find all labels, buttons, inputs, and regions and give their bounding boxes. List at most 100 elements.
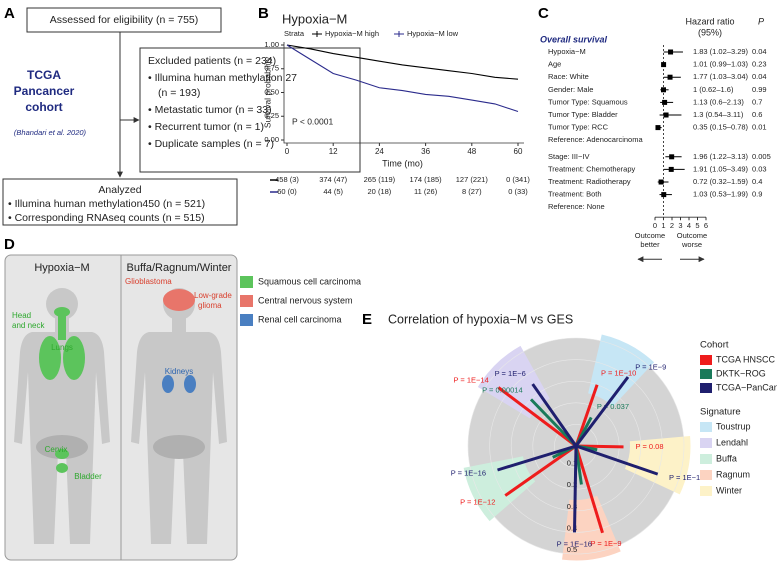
box-text: Assessed for eligibility (n = 755) bbox=[50, 14, 199, 26]
legend-swatch bbox=[700, 470, 712, 480]
x-tick-label: 48 bbox=[467, 147, 476, 156]
correlation-bar bbox=[575, 444, 659, 476]
p-label: P = 1E−16 bbox=[451, 468, 486, 477]
p-value: 0.01 bbox=[752, 123, 767, 132]
column-header: (95%) bbox=[698, 27, 722, 37]
correlation-bar bbox=[574, 384, 599, 447]
x-tick-label: 60 bbox=[514, 147, 523, 156]
anatomy-title: Buffa/Ragnum/Winter bbox=[127, 262, 232, 274]
legend-swatch bbox=[240, 314, 253, 326]
x-tick-label: 0 bbox=[653, 221, 657, 230]
row-label: Hypoxia−M bbox=[548, 47, 586, 56]
correlation-bar bbox=[497, 386, 577, 448]
legend-label: Squamous cell carcinoma bbox=[258, 276, 361, 286]
correlation-bar bbox=[497, 444, 577, 472]
legend-swatch bbox=[240, 276, 253, 288]
legend-label: Renal cell carcinoma bbox=[258, 314, 342, 324]
hr-point bbox=[655, 125, 661, 131]
organ bbox=[54, 307, 70, 317]
hr-label: 1.3 (0.54–3.11) bbox=[693, 110, 744, 119]
correlation-bar bbox=[574, 376, 630, 447]
radial-tick-label: 0.1 bbox=[567, 459, 577, 468]
note: worse bbox=[681, 240, 702, 249]
survival-curve bbox=[286, 44, 519, 80]
citation: (Bhandari et al. 2020) bbox=[14, 128, 87, 137]
note: better bbox=[640, 240, 660, 249]
box bbox=[139, 47, 361, 173]
legend-swatch bbox=[700, 454, 712, 464]
column-header: Hazard ratio bbox=[685, 16, 734, 26]
hr-point bbox=[661, 62, 667, 68]
box bbox=[26, 7, 222, 33]
signature-sector bbox=[562, 495, 621, 561]
row-label: Age bbox=[548, 60, 561, 69]
row-label: Reference: Adenocarcinoma bbox=[548, 135, 643, 144]
x-axis-label: Time (mo) bbox=[382, 158, 423, 168]
y-tick-label: 0.25 bbox=[264, 111, 279, 120]
organ bbox=[58, 316, 66, 340]
legend-label: Buffa bbox=[716, 453, 737, 463]
row-label: Race: White bbox=[548, 72, 589, 81]
box-text: • Illumina human methylation450 (n = 521… bbox=[8, 198, 205, 210]
y-axis-label: Survival probability bbox=[262, 56, 272, 128]
signature-sector bbox=[463, 456, 536, 522]
box-text: • Duplicate samples (n = 7) bbox=[148, 138, 274, 150]
hr-point bbox=[667, 74, 673, 80]
organ bbox=[162, 375, 174, 393]
cohort-label: Pancancer bbox=[14, 84, 75, 98]
risk-count: 174 (185) bbox=[410, 175, 443, 184]
organ-label: Head bbox=[12, 311, 31, 320]
risk-count: 8 (27) bbox=[462, 187, 482, 196]
box-text: • Corresponding RNAseq counts (n = 515) bbox=[8, 212, 205, 224]
p-value: 0.005 bbox=[752, 152, 771, 161]
p-label: P = 0.037 bbox=[597, 402, 629, 411]
hr-label: 0.35 (0.15–0.78) bbox=[693, 123, 749, 132]
hr-point bbox=[658, 179, 664, 185]
box-title: Excluded patients (n = 234) bbox=[148, 55, 276, 67]
legend-swatch bbox=[700, 355, 712, 365]
p-value: 0.04 bbox=[752, 72, 767, 81]
x-tick-label: 6 bbox=[704, 221, 708, 230]
annotation: P < 0.0001 bbox=[292, 116, 333, 126]
p-value: 0.03 bbox=[752, 164, 767, 173]
correlation-bar bbox=[574, 445, 604, 534]
legend-label: Hypoxia−M high bbox=[325, 29, 379, 38]
risk-count: 0 (341) bbox=[506, 175, 530, 184]
legend-label: Central nervous system bbox=[258, 295, 353, 305]
signature-sector bbox=[624, 436, 691, 495]
radial-tick-label: 0.3 bbox=[567, 502, 577, 511]
legend-title: Signature bbox=[700, 407, 741, 418]
chart-title: Hypoxia−M bbox=[282, 11, 347, 26]
hr-label: 1.91 (1.05–3.49) bbox=[693, 164, 749, 173]
organ-label: Lungs bbox=[51, 343, 73, 352]
hr-label: 1.01 (0.99–1.03) bbox=[693, 60, 749, 69]
p-label: P = 1E−16 bbox=[557, 539, 592, 548]
risk-count: 265 (119) bbox=[364, 175, 396, 184]
note: Outcome bbox=[677, 231, 707, 240]
row-label: Treatment: Both bbox=[548, 190, 602, 199]
radial-tick-label: 0.2 bbox=[567, 480, 577, 489]
p-label: P = 1E−16 bbox=[669, 473, 704, 482]
p-label: P = 1E−10 bbox=[601, 368, 636, 377]
anatomy: Hypoxia−M Buffa/Ragnum/Winter Head and n… bbox=[4, 254, 238, 561]
p-value: 0.23 bbox=[752, 60, 767, 69]
y-tick-label: 1.00 bbox=[264, 40, 279, 49]
risk-count: 0 (33) bbox=[508, 187, 528, 196]
x-tick-label: 12 bbox=[329, 147, 338, 156]
p-label: P = 1E−6 bbox=[495, 369, 526, 378]
hr-label: 1 (0.62–1.6) bbox=[693, 85, 734, 94]
row-label: Gender: Male bbox=[548, 85, 593, 94]
organ-label: Kidneys bbox=[165, 367, 193, 376]
survival-curve bbox=[286, 44, 519, 113]
row-label: Stage: III−IV bbox=[548, 152, 589, 161]
x-tick-label: 2 bbox=[670, 221, 674, 230]
grid-ring bbox=[489, 359, 663, 533]
risk-count: 60 (0) bbox=[277, 187, 297, 196]
hr-point bbox=[663, 112, 669, 118]
p-value: 0.6 bbox=[752, 110, 762, 119]
legend-label: Winter bbox=[716, 485, 742, 495]
x-tick-label: 0 bbox=[285, 147, 290, 156]
hr-point bbox=[668, 166, 674, 172]
radial-tick-label: 0.4 bbox=[567, 523, 577, 532]
organ bbox=[39, 336, 61, 380]
